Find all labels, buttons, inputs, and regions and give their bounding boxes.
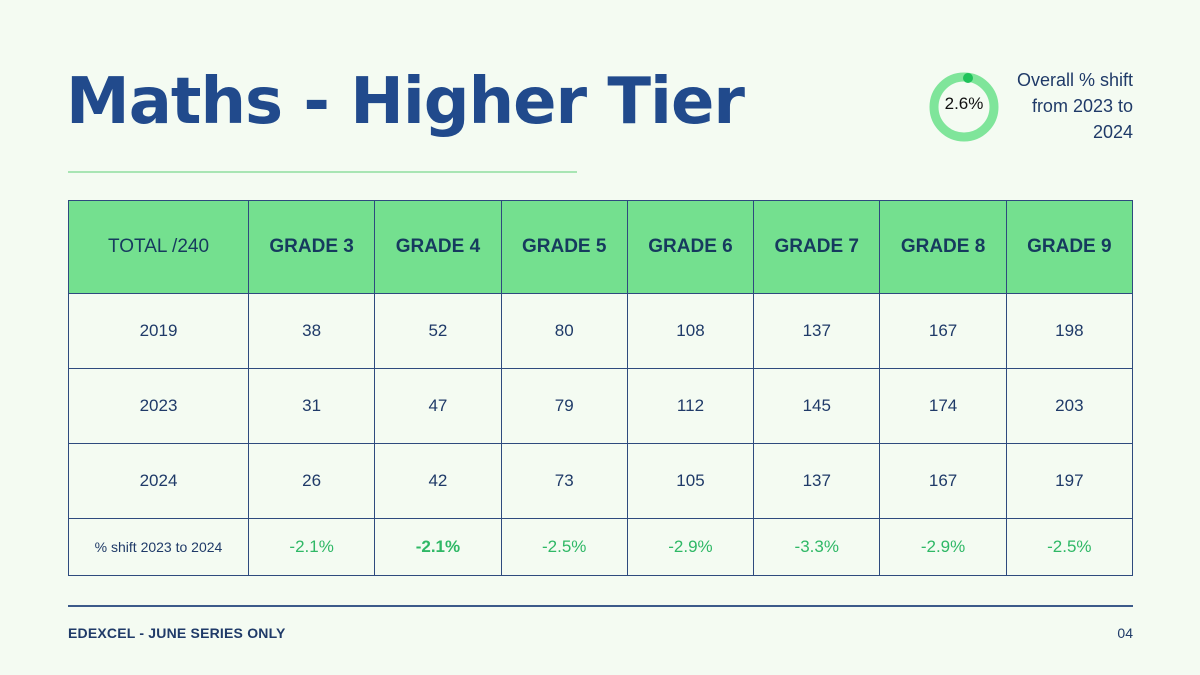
header-grade-6: GRADE 6: [626, 200, 755, 294]
table-cell: 79: [500, 368, 628, 444]
table-cell: 105: [626, 443, 755, 519]
header-grade-9: GRADE 9: [1005, 200, 1134, 294]
overall-shift-caption: Overall % shift from 2023 to 2024: [993, 67, 1133, 145]
row-label: 2019: [68, 293, 249, 369]
table-cell: 167: [879, 293, 1007, 369]
shift-cell: -3.3%: [753, 518, 881, 576]
row-label: 2023: [68, 368, 249, 444]
caption-line: Overall % shift: [1016, 70, 1133, 90]
table-row: 2019 38 52 80 108 137 167 198: [68, 293, 1134, 369]
page-number: 04: [1117, 625, 1133, 641]
header-total: TOTAL /240: [68, 200, 249, 294]
shift-cell: -2.1%: [374, 518, 502, 576]
table-row: 2024 26 42 73 105 137 167 197: [68, 443, 1134, 519]
table-cell: 112: [626, 368, 755, 444]
row-label: % shift 2023 to 2024: [68, 518, 249, 576]
shift-cell: -2.1%: [247, 518, 376, 576]
table-cell: 73: [500, 443, 628, 519]
caption-line: from 2023 to: [1031, 96, 1133, 116]
table-cell: 174: [879, 368, 1007, 444]
table-cell: 42: [374, 443, 502, 519]
table-cell: 38: [247, 293, 376, 369]
overall-shift-value: 2.6%: [944, 94, 984, 113]
table-cell: 137: [753, 293, 881, 369]
grade-boundaries-table: TOTAL /240 GRADE 3 GRADE 4 GRADE 5 GRADE…: [68, 200, 1134, 576]
table-cell: 203: [1005, 368, 1134, 444]
table-cell: 52: [374, 293, 502, 369]
header-grade-7: GRADE 7: [753, 200, 881, 294]
table-cell: 26: [247, 443, 376, 519]
table-cell: 47: [374, 368, 502, 444]
table-cell: 31: [247, 368, 376, 444]
table-cell: 108: [626, 293, 755, 369]
shift-row: % shift 2023 to 2024 -2.1% -2.1% -2.5% -…: [68, 518, 1134, 576]
header-grade-5: GRADE 5: [500, 200, 628, 294]
footer-divider: [68, 605, 1133, 607]
table-cell: 197: [1005, 443, 1134, 519]
table-cell: 137: [753, 443, 881, 519]
header-grade-3: GRADE 3: [247, 200, 376, 294]
shift-cell: -2.5%: [500, 518, 628, 576]
title-divider: [68, 171, 577, 173]
header-grade-4: GRADE 4: [374, 200, 502, 294]
shift-cell: -2.9%: [626, 518, 755, 576]
footer-source-label: EDEXCEL - JUNE SERIES ONLY: [68, 625, 286, 641]
table-cell: 167: [879, 443, 1007, 519]
table-cell: 80: [500, 293, 628, 369]
table-cell: 145: [753, 368, 881, 444]
table-header-row: TOTAL /240 GRADE 3 GRADE 4 GRADE 5 GRADE…: [68, 200, 1134, 294]
row-label: 2024: [68, 443, 249, 519]
overall-shift-stat: 2.6% Overall % shift from 2023 to 2024: [928, 70, 1133, 150]
caption-line: 2024: [1092, 122, 1133, 142]
shift-cell: -2.5%: [1005, 518, 1134, 576]
table-row: 2023 31 47 79 112 145 174 203: [68, 368, 1134, 444]
shift-cell: -2.9%: [879, 518, 1007, 576]
table-cell: 198: [1005, 293, 1134, 369]
page-title: Maths - Higher Tier: [66, 65, 745, 139]
donut-ring-icon: [929, 72, 999, 142]
header-grade-8: GRADE 8: [879, 200, 1007, 294]
